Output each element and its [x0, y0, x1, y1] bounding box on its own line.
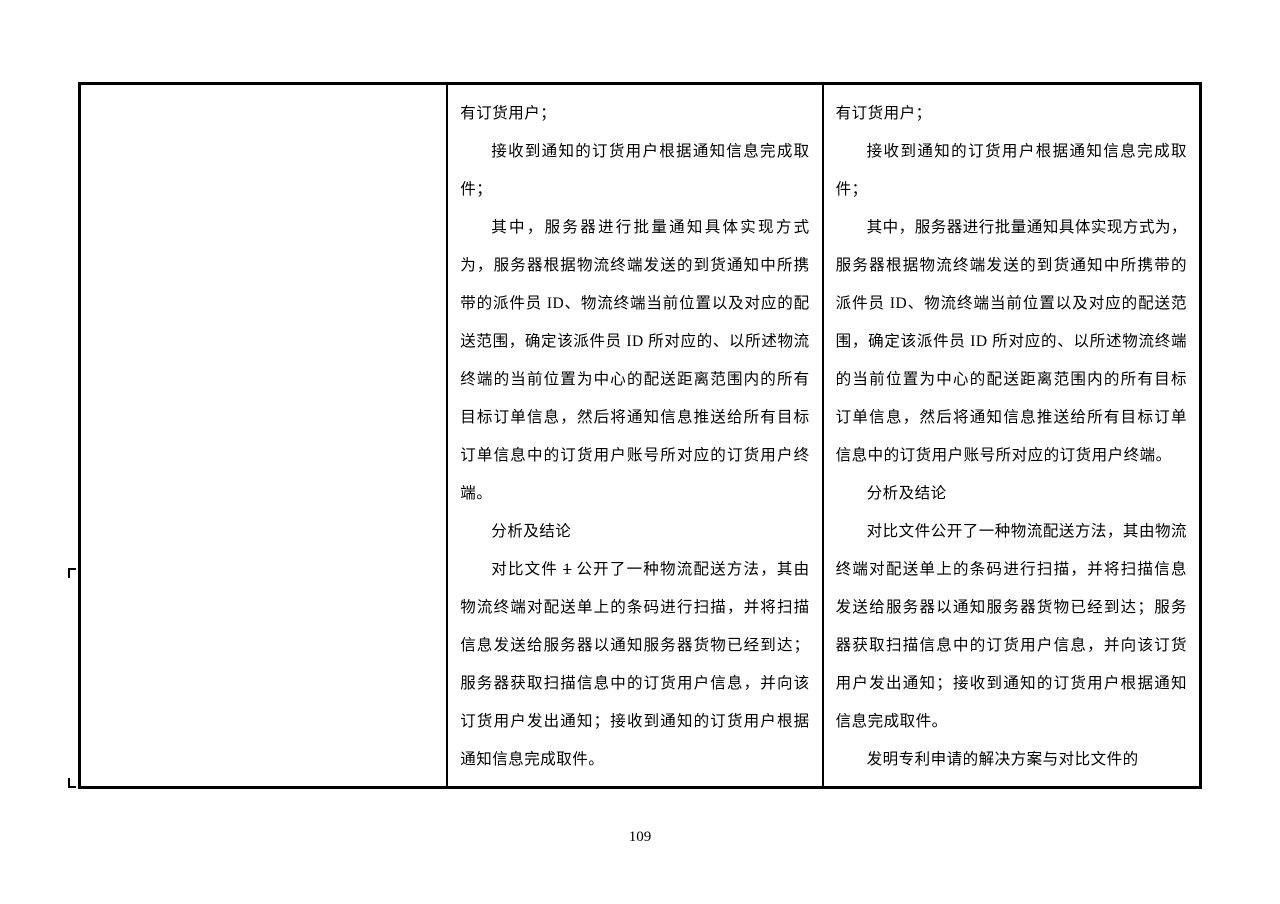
paragraph: 其中，服务器进行批量通知具体实现方式为，服务器根据物流终端发送的到货通知中所携带… — [836, 209, 1187, 475]
text-run: 公开了一种物流配送方法，其由物流终端对配送单上的条码进行扫描，并将扫描信息发送给… — [460, 561, 809, 768]
table-column-3: 有订货用户； 接收到通知的订货用户根据通知信息完成取件； 其中，服务器进行批量通… — [824, 85, 1199, 786]
text-run: 对比文件 — [491, 561, 563, 578]
page-container: 有订货用户； 接收到通知的订货用户根据通知信息完成取件； 其中，服务器进行批量通… — [78, 82, 1202, 789]
paragraph: 有订货用户； — [836, 95, 1187, 133]
margin-tick-mark — [68, 778, 78, 788]
paragraph: 接收到通知的订货用户根据通知信息完成取件； — [460, 133, 809, 209]
paragraph: 其中，服务器进行批量通知具体实现方式为，服务器根据物流终端发送的到货通知中所携带… — [460, 209, 809, 513]
paragraph: 有订货用户； — [460, 95, 809, 133]
page-number: 109 — [0, 829, 1280, 846]
paragraph: 分析及结论 — [836, 475, 1187, 513]
paragraph: 发明专利申请的解决方案与对比文件的 — [836, 741, 1187, 779]
table-column-2: 有订货用户； 接收到通知的订货用户根据通知信息完成取件； 其中，服务器进行批量通… — [448, 85, 823, 786]
margin-tick-mark — [68, 568, 78, 578]
table-column-1 — [81, 85, 448, 786]
paragraph: 发明专利申请的解决方案与对比文件 1 — [460, 779, 809, 786]
paragraph: 分析及结论 — [460, 513, 809, 551]
comparison-table: 有订货用户； 接收到通知的订货用户根据通知信息完成取件； 其中，服务器进行批量通… — [78, 82, 1202, 789]
paragraph: 对比文件 1 公开了一种物流配送方法，其由物流终端对配送单上的条码进行扫描，并将… — [460, 551, 809, 779]
paragraph: 接收到通知的订货用户根据通知信息完成取件； — [836, 133, 1187, 209]
paragraph: 对比文件公开了一种物流配送方法，其由物流终端对配送单上的条码进行扫描，并将扫描信… — [836, 513, 1187, 741]
